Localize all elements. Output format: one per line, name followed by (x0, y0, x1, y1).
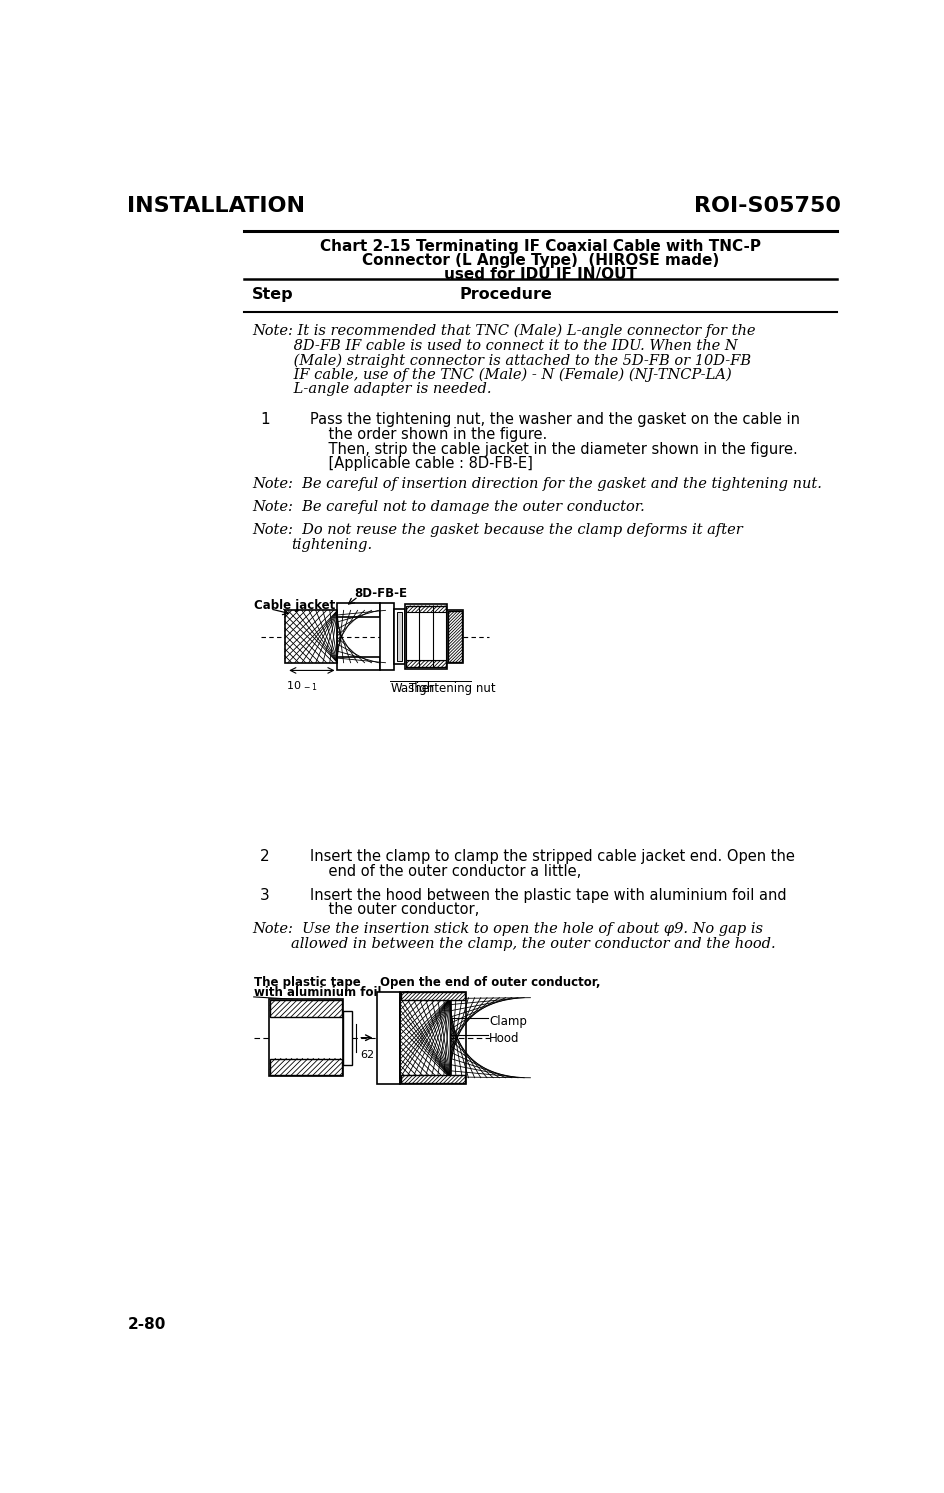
Text: L-angle adapter is needed.: L-angle adapter is needed. (252, 382, 491, 397)
Text: 1: 1 (260, 412, 269, 427)
Text: 3: 3 (260, 887, 269, 903)
Text: The plastic tape: The plastic tape (254, 976, 360, 988)
Text: Chart 2-15 Terminating IF Coaxial Cable with TNC-P: Chart 2-15 Terminating IF Coaxial Cable … (320, 239, 761, 254)
Text: Hood: Hood (489, 1032, 519, 1045)
Text: Then, strip the cable jacket in the diameter shown in the figure.: Then, strip the cable jacket in the diam… (310, 442, 798, 457)
Text: Note:  Be careful of insertion direction for the gasket and the tightening nut.: Note: Be careful of insertion direction … (252, 478, 821, 491)
Text: 8D-FB IF cable is used to connect it to the IDU. When the N: 8D-FB IF cable is used to connect it to … (252, 339, 737, 352)
Text: 62: 62 (360, 1050, 374, 1060)
Text: Connector (L Angle Type)  (HIROSE made): Connector (L Angle Type) (HIROSE made) (362, 254, 718, 269)
Text: (Male) straight connector is attached to the 5D-FB or 10D-FB: (Male) straight connector is attached to… (252, 354, 750, 367)
Bar (337, 657, 379, 670)
Bar (447, 611, 462, 661)
Text: Open the end of outer conductor,: Open the end of outer conductor, (379, 976, 600, 988)
Bar (343, 1011, 352, 1065)
Text: the order shown in the figure.: the order shown in the figure. (310, 427, 547, 442)
Bar (377, 991, 400, 1084)
Text: tightening.: tightening. (291, 537, 372, 552)
Text: Note:  Use the insertion stick to open the hole of about φ9. No gap is: Note: Use the insertion stick to open th… (252, 923, 763, 936)
Text: IF cable, use of the TNC (Male) - N (Female) (NJ-TNCP-LA): IF cable, use of the TNC (Male) - N (Fem… (252, 367, 732, 382)
Bar (447, 611, 463, 663)
Bar (379, 603, 394, 670)
Bar (269, 999, 343, 1076)
Bar (396, 612, 401, 661)
Text: Note:  Do not reuse the gasket because the clamp deforms it after: Note: Do not reuse the gasket because th… (252, 524, 742, 537)
Text: Washer: Washer (390, 682, 433, 694)
Text: Cable jacket: Cable jacket (254, 599, 334, 612)
Text: Step: Step (252, 287, 294, 302)
Text: the outer conductor,: the outer conductor, (310, 902, 479, 917)
Bar (337, 603, 379, 617)
Text: 2: 2 (260, 850, 269, 864)
Bar (270, 1059, 342, 1075)
Bar (394, 609, 404, 664)
Text: Tightening nut: Tightening nut (409, 682, 495, 694)
Bar (400, 1075, 464, 1082)
Text: allowed in between the clamp, the outer conductor and the hood.: allowed in between the clamp, the outer … (291, 936, 775, 951)
Text: $10_{\,-1}$: $10_{\,-1}$ (286, 679, 317, 693)
Text: INSTALLATION: INSTALLATION (127, 196, 305, 216)
Bar (400, 993, 464, 1000)
Bar (406, 612, 446, 660)
Text: with aluminium foil: with aluminium foil (254, 985, 380, 999)
Bar (406, 660, 446, 667)
Text: Note:  Be careful not to damage the outer conductor.: Note: Be careful not to damage the outer… (252, 500, 644, 514)
Bar (400, 991, 465, 1084)
Text: Note: It is recommended that TNC (Male) L-angle connector for the: Note: It is recommended that TNC (Male) … (252, 324, 755, 339)
Bar (270, 1000, 342, 1017)
Text: Insert the clamp to clamp the stripped cable jacket end. Open the: Insert the clamp to clamp the stripped c… (310, 850, 794, 864)
Text: Insert the hood between the plastic tape with aluminium foil and: Insert the hood between the plastic tape… (310, 887, 786, 903)
Text: ROI-S05750: ROI-S05750 (694, 196, 840, 216)
Bar (284, 611, 337, 663)
Bar (406, 606, 446, 614)
Text: end of the outer conductor a little,: end of the outer conductor a little, (310, 863, 581, 879)
Text: 2-80: 2-80 (127, 1317, 165, 1332)
Text: used for IDU IF IN/OUT: used for IDU IF IN/OUT (444, 267, 636, 282)
Text: Clamp: Clamp (489, 1015, 527, 1027)
Text: 8D-FB-E: 8D-FB-E (354, 587, 407, 600)
Bar (404, 605, 447, 669)
Bar (400, 997, 450, 1078)
Text: [Applicable cable : 8D-FB-E]: [Applicable cable : 8D-FB-E] (310, 457, 532, 472)
Text: Procedure: Procedure (459, 287, 551, 302)
Text: Pass the tightening nut, the washer and the gasket on the cable in: Pass the tightening nut, the washer and … (310, 412, 800, 427)
